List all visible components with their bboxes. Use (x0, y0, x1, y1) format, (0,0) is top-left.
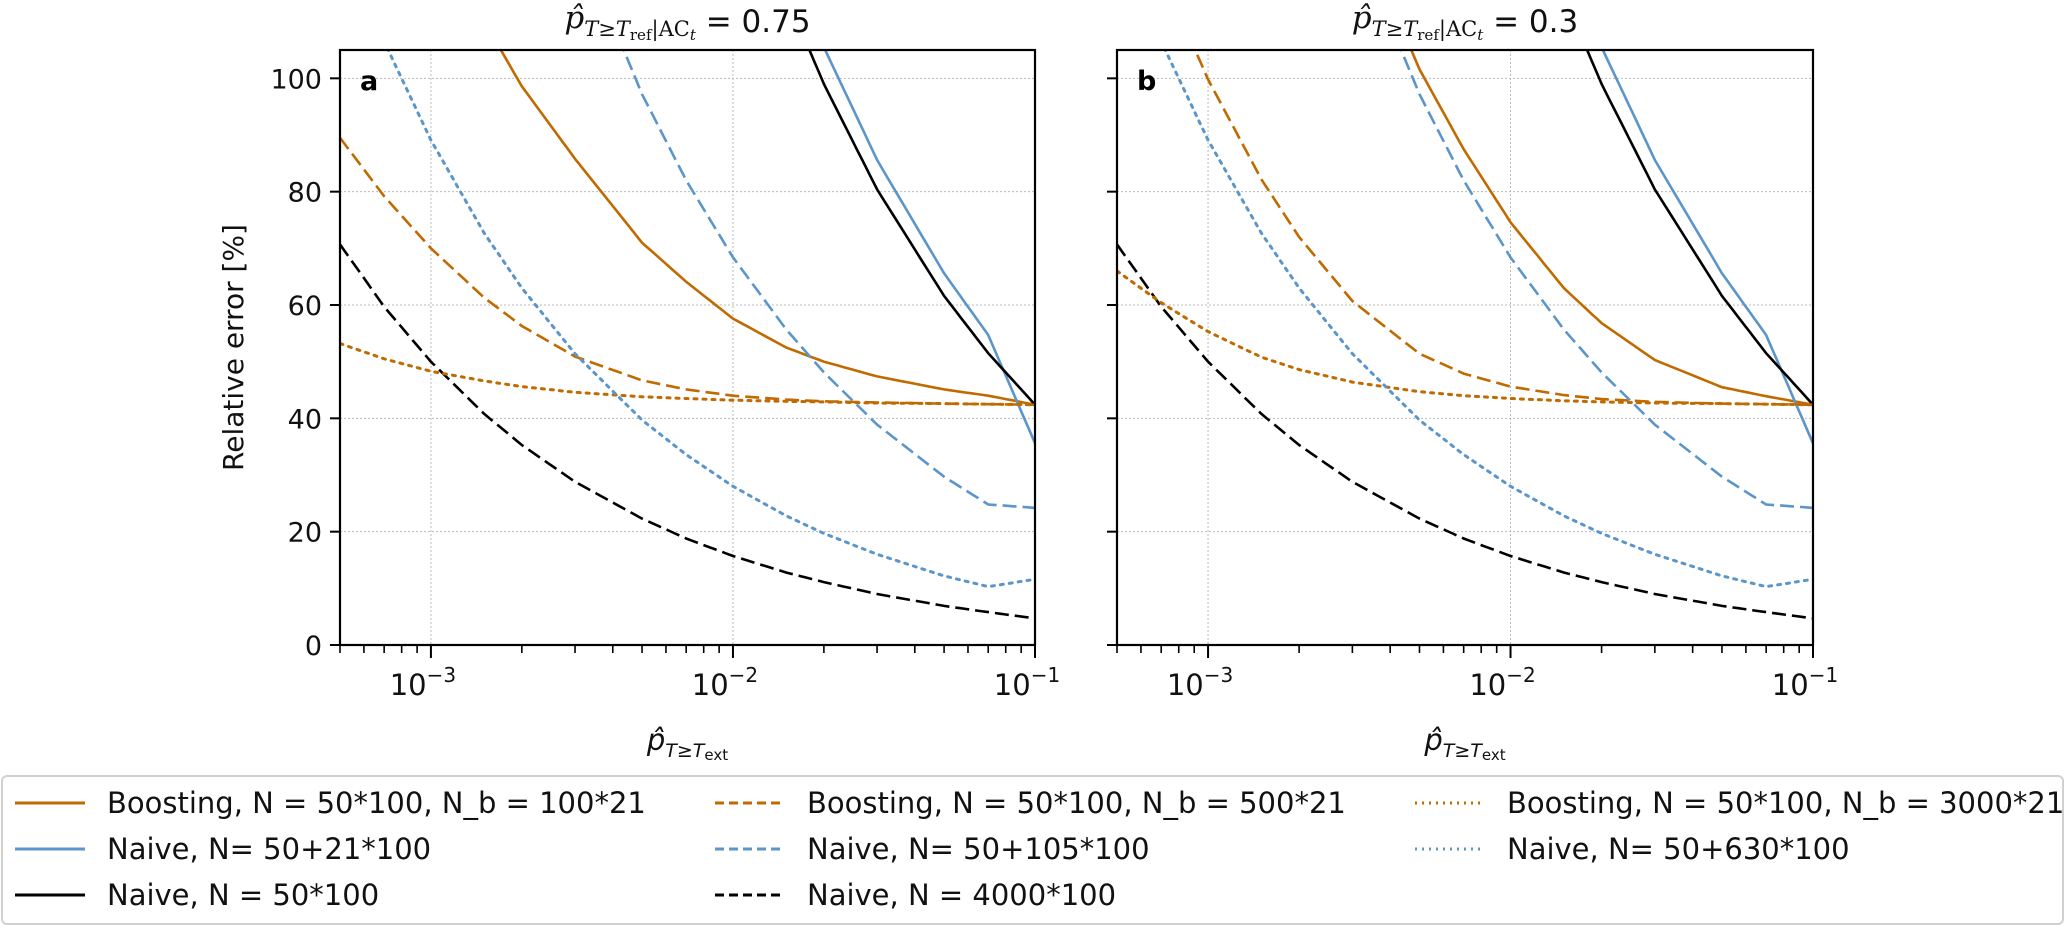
legend-label: Naive, N= 50+21*100 (107, 832, 432, 866)
axes-frame (338, 48, 1037, 647)
series-line-5 (340, 243, 1035, 620)
x-label-part: ext (1482, 746, 1506, 764)
series-line-3 (1193, 50, 1813, 406)
x-label-part: p̂ (646, 723, 665, 757)
title-part: t (690, 26, 697, 44)
legend-item: Naive, N= 50+105*100 (715, 827, 1150, 871)
x-tick-label: 10−3 (1167, 663, 1233, 702)
x-tick-exponent: −1 (1031, 663, 1060, 687)
x-tick-base: 10 (1167, 668, 1204, 702)
series-line-1 (823, 50, 1035, 444)
legend-label: Boosting, N = 50*100, N_b = 100*21 (107, 786, 646, 820)
x-label-part: p̂ (1423, 723, 1442, 757)
legend-item: Naive, N= 50+630*100 (1415, 827, 1850, 871)
series-line-7 (1163, 50, 1813, 589)
panel-title: p̂T≥Tref|ACt = 0.75 (564, 0, 810, 44)
y-axis-label: Relative error [%] (217, 224, 250, 471)
legend-item: Boosting, N = 50*100, N_b = 100*21 (15, 781, 646, 825)
legend-swatch (1415, 847, 1485, 851)
series-line-0 (499, 50, 1035, 406)
series-line-4 (1399, 50, 1813, 510)
legend-label: Boosting, N = 50*100, N_b = 3000*21 (1507, 786, 2065, 820)
series-line-2 (808, 50, 1035, 406)
x-label-part: T≥T (665, 740, 706, 762)
series-line-7 (386, 50, 1035, 589)
y-tick-label: 40 (288, 404, 322, 435)
legend-item: Naive, N= 50+21*100 (15, 827, 431, 871)
x-tick-exponent: −2 (729, 663, 758, 687)
y-tick-label: 100 (270, 64, 322, 95)
legend-swatch (715, 847, 785, 851)
legend-swatch (15, 893, 85, 897)
x-tick-base: 10 (390, 668, 427, 702)
panel-b: 10−3 10−2 10−1bp̂T≥Tref|ACt = 0.3p̂T≥Text (1107, 0, 1838, 764)
series-line-6 (1117, 269, 1813, 407)
legend-swatch (1415, 801, 1485, 805)
series-line-3 (340, 137, 1035, 406)
legend-item: Naive, N = 50*100 (15, 873, 379, 917)
y-tick-label: 20 (288, 518, 322, 549)
x-label-part: T≥T (1443, 740, 1484, 762)
axes-frame (1115, 48, 1815, 647)
title-part: T≥T (584, 17, 632, 41)
legend-swatch (15, 847, 85, 851)
title-part: p̂ (564, 0, 584, 36)
series-group (340, 50, 1035, 620)
panel-title: p̂T≥Tref|ACt = 0.3 (1352, 0, 1578, 44)
series-group (1117, 50, 1813, 620)
legend-swatch (715, 801, 785, 805)
legend-swatch (15, 801, 85, 805)
title-part: |AC (652, 17, 690, 42)
series-line-6 (340, 342, 1035, 407)
legend-item: Boosting, N = 50*100, N_b = 500*21 (715, 781, 1346, 825)
title-part: t (1477, 26, 1484, 44)
series-line-2 (1585, 50, 1813, 406)
series-line-4 (622, 50, 1035, 510)
x-axis-label: p̂T≥Text (646, 723, 728, 764)
x-tick-base: 10 (994, 668, 1031, 702)
title-part: = 0.75 (696, 4, 811, 40)
series-line-5 (1117, 243, 1813, 620)
series-line-1 (1601, 50, 1813, 444)
legend-label: Naive, N= 50+105*100 (807, 832, 1150, 866)
x-tick-label: 10−3 (390, 663, 456, 702)
x-tick-label: 10−1 (1772, 663, 1838, 702)
y-tick-label: 0 (305, 631, 322, 662)
x-tick-exponent: −3 (1204, 663, 1233, 687)
legend-label: Boosting, N = 50*100, N_b = 500*21 (807, 786, 1346, 820)
y-tick-label: 80 (288, 178, 322, 209)
title-part: |AC (1439, 17, 1477, 42)
legend-label: Naive, N = 4000*100 (807, 878, 1117, 912)
legend-label: Naive, N= 50+630*100 (1507, 832, 1850, 866)
legend: Boosting, N = 50*100, N_b = 100*21 Boosti… (1, 775, 2064, 925)
x-tick-label: 10−2 (1469, 663, 1535, 702)
title-part: ref (1417, 26, 1440, 44)
legend-item: Naive, N = 4000*100 (715, 873, 1116, 917)
title-part: p̂ (1352, 0, 1372, 36)
x-axis-label: p̂T≥Text (1423, 723, 1505, 764)
y-tick-label: 60 (288, 291, 322, 322)
x-tick-base: 10 (1469, 668, 1506, 702)
x-label-part: ext (704, 746, 728, 764)
x-tick-exponent: −1 (1809, 663, 1838, 687)
series-line-0 (1409, 50, 1813, 406)
x-tick-exponent: −2 (1506, 663, 1535, 687)
panel-label: b (1137, 66, 1156, 97)
x-tick-label: 10−2 (692, 663, 758, 702)
x-tick-base: 10 (1772, 668, 1809, 702)
x-tick-base: 10 (692, 668, 729, 702)
legend-item: Boosting, N = 50*100, N_b = 3000*21 (1415, 781, 2064, 825)
panel-label: a (360, 66, 378, 97)
title-part: = 0.3 (1483, 4, 1578, 40)
legend-swatch (715, 893, 785, 897)
legend-label: Naive, N = 50*100 (107, 878, 380, 912)
x-tick-exponent: −3 (427, 663, 456, 687)
title-part: ref (630, 26, 653, 44)
title-part: T≥T (1372, 17, 1420, 41)
x-tick-label: 10−1 (994, 663, 1060, 702)
